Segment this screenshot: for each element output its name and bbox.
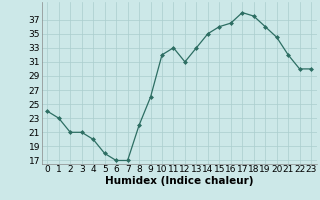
X-axis label: Humidex (Indice chaleur): Humidex (Indice chaleur): [105, 176, 253, 186]
